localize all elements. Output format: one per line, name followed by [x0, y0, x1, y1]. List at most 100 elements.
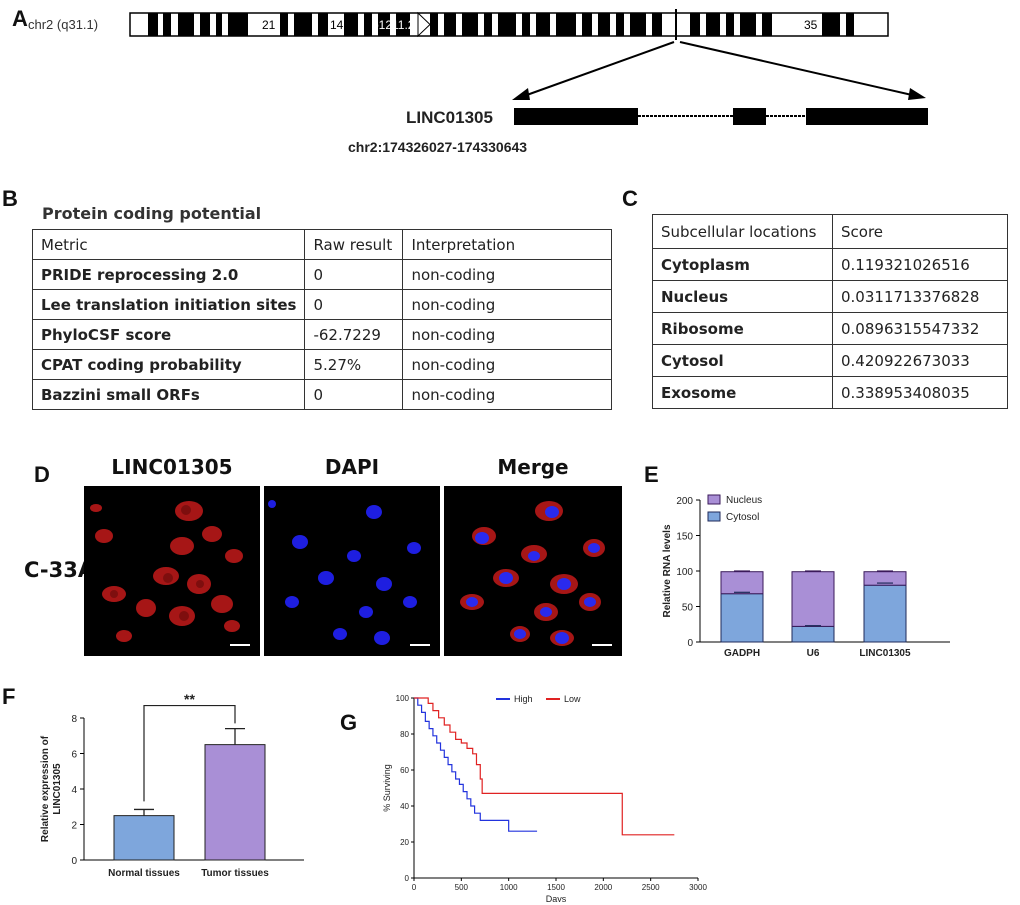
- raw-result-cell: 5.27%: [304, 349, 404, 380]
- interpretation-cell: non-coding: [402, 259, 612, 290]
- location-cell: Cytosol: [652, 344, 833, 377]
- coding-potential-title: Protein coding potential: [42, 204, 262, 223]
- table-row: Lee translation initiation sites 0 non-c…: [31, 289, 612, 320]
- band-label-11-2: 11.2: [392, 18, 415, 32]
- raw-result-cell: 0: [304, 289, 404, 320]
- bar-chart-f: 0 2 4 6 8 Relative expression of LINC01305 Norm…: [40, 691, 304, 879]
- panel-label-g: G: [340, 710, 358, 735]
- x-tick-label: 0: [412, 883, 417, 892]
- gene-name: LINC01305: [406, 108, 493, 127]
- x-tick-label: U6: [807, 648, 820, 659]
- column-label-dapi: DAPI: [324, 455, 380, 479]
- header-location: Subcellular locations: [652, 214, 833, 249]
- red-stain-cells: [90, 501, 250, 646]
- score-cell: 0.420922673033: [832, 344, 1008, 377]
- y-tick-label: 0: [71, 856, 77, 867]
- legend-label-nucleus: Nucleus: [726, 495, 762, 506]
- significance-label: **: [184, 691, 195, 707]
- header-interpretation: Interpretation: [402, 229, 612, 260]
- exon-1: [514, 108, 638, 125]
- y-axis-label: Relative RNA levels: [662, 524, 673, 617]
- metric-cell: Bazzini small ORFs: [31, 379, 306, 410]
- table-row: PhyloCSF score -62.7229 non-coding: [31, 319, 612, 350]
- coding-potential-table: Metric Raw result Interpretation PRIDE r…: [31, 229, 612, 410]
- legend-swatch-cytosol: [707, 511, 721, 522]
- significance-bracket: [143, 704, 236, 802]
- y-tick-label: 80: [400, 730, 409, 739]
- microscopy-linc01305: [84, 486, 260, 656]
- interpretation-cell: non-coding: [402, 289, 612, 320]
- header-metric: Metric: [31, 229, 306, 260]
- microscopy-dapi: [264, 486, 440, 656]
- y-axis-label: % Surviving: [382, 764, 392, 812]
- score-cell: 0.0896315547332: [832, 312, 1008, 345]
- y-tick-label: 100: [396, 694, 410, 703]
- metric-cell: Lee translation initiation sites: [31, 289, 306, 320]
- y-tick-label: 8: [71, 714, 77, 725]
- chromosome-bands: [148, 13, 854, 36]
- x-tick-label: Tumor tissues: [201, 868, 269, 879]
- legend-label-high: High: [514, 694, 533, 704]
- table-row: Cytosol 0.420922673033: [652, 344, 1008, 377]
- location-cell: Exosome: [652, 376, 833, 409]
- y-tick-label: 2: [71, 821, 77, 832]
- y-tick-label: 0: [405, 874, 410, 883]
- x-tick-label: 2000: [594, 883, 612, 892]
- x-tick-label: GADPH: [724, 648, 760, 659]
- column-label-merge: Merge: [497, 455, 569, 479]
- y-tick-label: 100: [676, 567, 693, 578]
- y-tick-label: 40: [400, 802, 409, 811]
- header-raw-result: Raw result: [304, 229, 404, 260]
- centromere: [417, 11, 431, 38]
- band-label-14: 14: [330, 18, 344, 32]
- y-tick-label: 200: [676, 496, 693, 507]
- band-label-21: 21: [262, 18, 276, 32]
- bar: [113, 815, 175, 861]
- legend-label-cytosol: Cytosol: [726, 512, 759, 523]
- location-cell: Nucleus: [652, 280, 833, 313]
- table-row: CPAT coding probability 5.27% non-coding: [31, 349, 612, 380]
- y-tick-label: 50: [682, 603, 694, 614]
- panel-label-b: B: [2, 186, 18, 211]
- legend-swatch-nucleus: [707, 494, 721, 505]
- bar-cytosol: [720, 593, 764, 643]
- merged-cells: [460, 501, 612, 646]
- panel-label-c: C: [622, 186, 638, 211]
- microscopy-merge: [444, 486, 622, 656]
- x-tick-label: 2500: [642, 883, 660, 892]
- y-tick-label: 6: [71, 750, 77, 761]
- gene-structure: [514, 108, 928, 125]
- score-cell: 0.0311713376828: [832, 280, 1008, 313]
- y-tick-label: 60: [400, 766, 409, 775]
- interpretation-cell: non-coding: [402, 319, 612, 350]
- gene-coordinates: chr2:174326027-174330643: [348, 139, 527, 155]
- header-score: Score: [832, 214, 1008, 249]
- y-tick-label: 0: [687, 638, 693, 649]
- score-cell: 0.119321026516: [832, 248, 1008, 281]
- legend-label-low: Low: [564, 694, 581, 704]
- x-tick-label: LINC01305: [859, 648, 911, 659]
- y-axis-label: LINC01305: [52, 763, 63, 815]
- bar: [204, 744, 266, 861]
- x-tick-label: 3000: [689, 883, 707, 892]
- metric-cell: CPAT coding probability: [31, 349, 306, 380]
- stacked-bar-chart-e: 0 50 100 150 200 Relative RNA levels GADPH U6 LI…: [662, 494, 950, 659]
- x-tick-label: 1000: [500, 883, 518, 892]
- table-header-row: Subcellular locations Score: [652, 214, 1008, 249]
- band-label-q34: q34: [778, 18, 798, 32]
- bar-cytosol: [791, 625, 835, 643]
- table-row: Bazzini small ORFs 0 non-coding: [31, 379, 612, 410]
- bar-nucleus: [791, 571, 835, 627]
- x-tick-label: 1500: [547, 883, 565, 892]
- chromosome-ideogram: chr2 (q31.1) 21 14 p12 11.2 q34 35 LINC0…: [28, 9, 928, 155]
- panel-label-a: A: [12, 6, 28, 31]
- exon-2: [733, 108, 766, 125]
- y-tick-label: 4: [71, 785, 77, 796]
- chromosome-label: chr2 (q31.1): [28, 17, 98, 32]
- raw-result-cell: 0: [304, 259, 404, 290]
- score-cell: 0.338953408035: [832, 376, 1008, 409]
- zoom-arrows: [512, 41, 926, 100]
- metric-cell: PhyloCSF score: [31, 319, 306, 350]
- table-header-row: Metric Raw result Interpretation: [31, 229, 612, 260]
